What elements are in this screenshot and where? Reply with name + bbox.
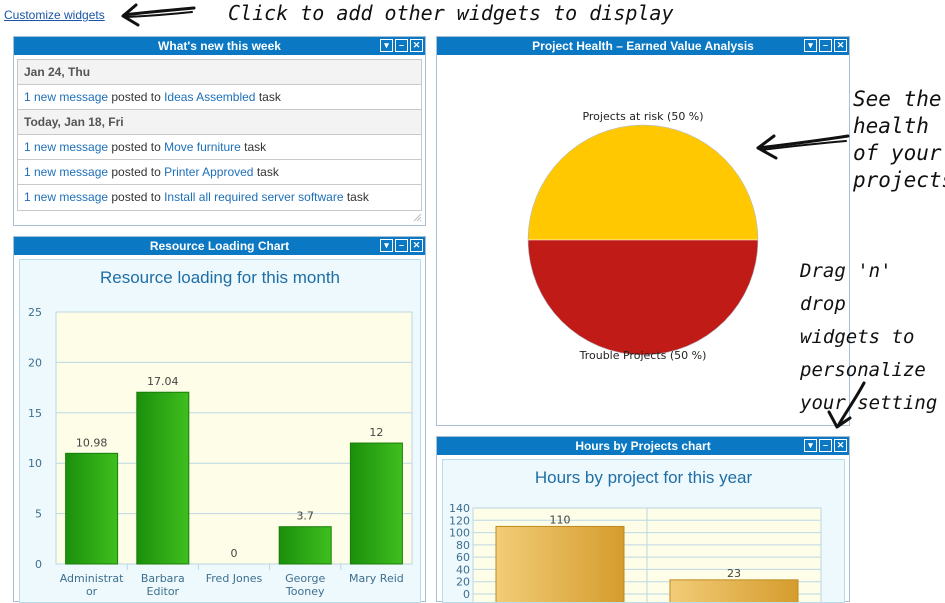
y-tick-label: 10: [28, 457, 42, 470]
y-tick-label: 40: [456, 563, 470, 576]
message-link[interactable]: 1 new message: [24, 165, 109, 179]
close-icon[interactable]: ✕: [834, 39, 847, 52]
y-tick-label: 0: [463, 588, 470, 601]
x-tick-label: Barbara: [141, 572, 185, 585]
data-label: 3.7: [296, 510, 314, 523]
collapse-icon[interactable]: ▾: [804, 39, 817, 52]
resource-loading-title: Resource Loading Chart: [149, 239, 290, 253]
project-health-pie: Projects at risk (50 %) Trouble Projects …: [527, 110, 759, 362]
y-tick-label: 80: [456, 539, 470, 552]
customize-annotation: Click to add other widgets to display: [228, 1, 674, 25]
data-label: 12: [369, 426, 383, 439]
x-tick-label: or: [86, 585, 98, 598]
whats-new-widget: What's new this week ▾ – ✕ Jan 24, Thu 1…: [13, 36, 426, 226]
y-tick-label: 20: [28, 356, 42, 369]
hours-chart-panel: Hours by project for this year 0 20 40 60 80…: [442, 459, 845, 603]
data-label: 23: [727, 567, 741, 580]
x-tick-label: Fred Jones: [206, 572, 263, 585]
message-link[interactable]: 1 new message: [24, 90, 109, 104]
data-label: 10.98: [76, 436, 108, 449]
x-tick-label: Mary Reid: [349, 572, 404, 585]
news-date-row: Jan 24, Thu: [18, 60, 421, 85]
bar: [669, 579, 799, 602]
pie-slice: [527, 124, 759, 241]
y-tick-label: 140: [449, 502, 470, 515]
close-icon[interactable]: ✕: [834, 439, 847, 452]
x-tick-label: Tooney: [285, 585, 325, 598]
bar: [136, 391, 190, 565]
x-tick-label: Editor: [147, 585, 180, 598]
collapse-icon[interactable]: ▾: [380, 239, 393, 252]
resource-chart-title: Resource loading for this month: [99, 268, 341, 287]
bar: [349, 442, 403, 565]
bar: [495, 525, 625, 602]
close-icon[interactable]: ✕: [410, 39, 423, 52]
whats-new-header[interactable]: What's new this week ▾ – ✕: [14, 37, 425, 55]
collapse-icon[interactable]: ▾: [380, 39, 393, 52]
close-icon[interactable]: ✕: [410, 239, 423, 252]
y-tick-label: 60: [456, 551, 470, 564]
task-link[interactable]: Move furniture: [164, 140, 241, 154]
pie-label: Trouble Projects (50 %): [579, 349, 707, 362]
bar: [65, 452, 119, 565]
y-tick-label: 120: [449, 514, 470, 527]
hours-by-projects-title: Hours by Projects chart: [575, 439, 711, 453]
hours-by-projects-widget: Hours by Projects chart ▾ – ✕ Hours by p…: [436, 436, 850, 603]
resize-grip-icon[interactable]: [413, 213, 422, 222]
bar: [278, 526, 332, 565]
hours-by-projects-header[interactable]: Hours by Projects chart ▾ – ✕: [437, 437, 849, 455]
minimize-icon[interactable]: –: [395, 39, 408, 52]
arrow-down-icon: [827, 381, 866, 429]
minimize-icon[interactable]: –: [819, 39, 832, 52]
task-link[interactable]: Printer Approved: [164, 165, 254, 179]
pie-slice: [527, 239, 759, 356]
minimize-icon[interactable]: –: [395, 239, 408, 252]
arrow-left-icon: [121, 3, 196, 27]
project-health-title: Project Health – Earned Value Analysis: [532, 39, 754, 53]
task-link[interactable]: Install all required server software: [164, 190, 344, 204]
pie-label: Projects at risk (50 %): [582, 110, 703, 123]
hours-chart-title: Hours by project for this year: [534, 468, 753, 487]
data-label: 17.04: [147, 375, 179, 388]
data-label: 110: [550, 513, 571, 526]
y-tick-label: 5: [35, 508, 42, 521]
news-message-row: 1 new message posted to Ideas Assembled …: [18, 85, 421, 110]
y-tick-label: 20: [456, 576, 470, 589]
customize-widgets-link[interactable]: Customize widgets: [4, 8, 105, 22]
message-link[interactable]: 1 new message: [24, 140, 109, 154]
project-health-widget: Project Health – Earned Value Analysis ▾…: [436, 36, 850, 426]
news-list: Jan 24, Thu 1 new message posted to Idea…: [17, 59, 422, 211]
resource-chart-panel: Resource loading for this month 0 5 10 15 20…: [19, 259, 421, 603]
health-annotation: See the health of your projects: [853, 87, 945, 192]
y-tick-label: 25: [28, 306, 42, 319]
news-message-row: 1 new message posted to Printer Approved…: [18, 160, 421, 185]
news-date-row: Today, Jan 18, Fri: [18, 110, 421, 135]
pie-outline: [527, 124, 759, 356]
whats-new-title: What's new this week: [158, 39, 281, 53]
x-tick-label: George: [285, 572, 325, 585]
news-message-row: 1 new message posted to Move furniture t…: [18, 135, 421, 160]
news-message-row: 1 new message posted to Install all requ…: [24, 190, 369, 204]
resource-loading-header[interactable]: Resource Loading Chart ▾ – ✕: [14, 237, 425, 255]
y-tick-label: 15: [28, 407, 42, 420]
arrow-left-icon: [756, 134, 850, 160]
task-link[interactable]: Ideas Assembled: [164, 90, 256, 104]
y-tick-label: 0: [35, 558, 42, 571]
resource-loading-widget: Resource Loading Chart ▾ – ✕ Resource lo…: [13, 236, 426, 603]
drag-annotation: Drag 'n' drop widgets to personalize you…: [800, 260, 938, 414]
message-link[interactable]: 1 new message: [24, 190, 109, 204]
minimize-icon[interactable]: –: [819, 439, 832, 452]
collapse-icon[interactable]: ▾: [804, 439, 817, 452]
y-tick-label: 100: [449, 527, 470, 540]
x-tick-label: Administrat: [60, 572, 124, 585]
project-health-header[interactable]: Project Health – Earned Value Analysis ▾…: [437, 37, 849, 55]
data-label: 0: [231, 547, 238, 560]
